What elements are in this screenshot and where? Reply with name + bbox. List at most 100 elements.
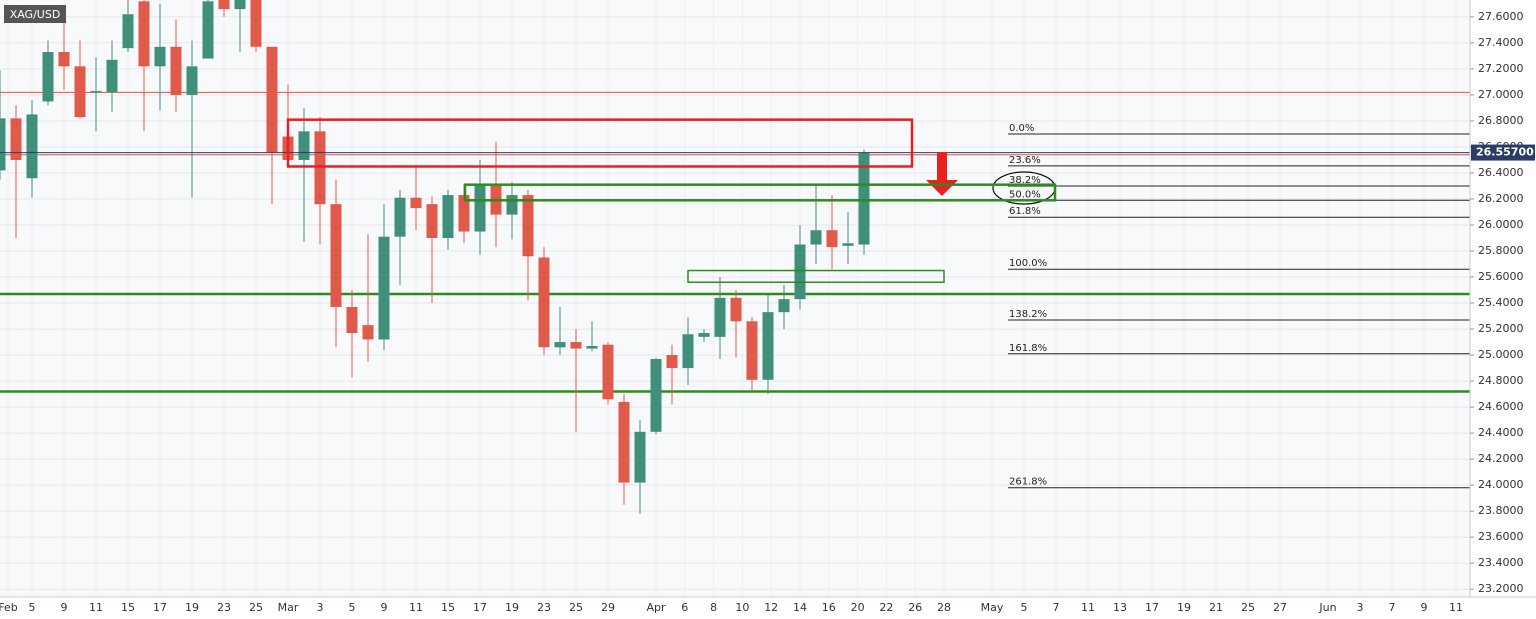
candle-body — [730, 297, 742, 322]
fib-label: 61.8% — [1009, 206, 1041, 217]
x-tick-label: 16 — [822, 601, 836, 614]
y-tick-label: 24.8000 — [1478, 374, 1524, 387]
candle-body — [0, 118, 6, 171]
x-tick-label: 11 — [89, 601, 103, 614]
candle-body — [666, 355, 678, 369]
x-tick-label: 19 — [185, 601, 199, 614]
fib-label: 50.0% — [1009, 189, 1041, 200]
y-tick-label: 27.2000 — [1478, 62, 1524, 75]
fib-label: 261.8% — [1009, 477, 1047, 488]
x-tick-label: 17 — [153, 601, 167, 614]
x-tick-label: 6 — [681, 601, 688, 614]
zone — [286, 118, 914, 168]
y-tick-label: 27.6000 — [1478, 10, 1524, 23]
candle-body — [554, 342, 566, 348]
last-price-tag — [1471, 144, 1535, 161]
candle-body — [122, 14, 134, 49]
candle-body — [266, 46, 278, 153]
candle-body — [570, 342, 582, 349]
candle-body — [650, 358, 662, 432]
symbol-title: XAG/USD — [10, 8, 61, 21]
candle-body — [106, 59, 118, 93]
symbol-badge — [4, 5, 66, 23]
candle-body — [458, 195, 470, 232]
candle-body — [762, 312, 774, 380]
candle-body — [138, 1, 150, 67]
fib-label: 138.2% — [1009, 309, 1047, 320]
candle-body — [362, 325, 374, 340]
candle-body — [842, 243, 854, 246]
candle-body — [586, 345, 598, 349]
candle-body — [442, 195, 454, 239]
y-tick-label: 24.6000 — [1478, 400, 1524, 413]
x-tick-label: 8 — [710, 601, 717, 614]
x-tick-label: 7 — [1389, 601, 1396, 614]
x-tick-label: 9 — [1421, 601, 1428, 614]
y-tick-label: 27.0000 — [1478, 88, 1524, 101]
candle-body — [682, 334, 694, 369]
x-tick-label: Apr — [646, 601, 666, 614]
candle-body — [26, 114, 38, 179]
x-tick-label: 5 — [1021, 601, 1028, 614]
x-tick-label: 22 — [879, 601, 893, 614]
x-tick-label: 3 — [317, 601, 324, 614]
x-tick-label: Jun — [1318, 601, 1336, 614]
x-tick-label: 11 — [409, 601, 423, 614]
y-tick-label: 26.4000 — [1478, 166, 1524, 179]
candle-body — [58, 52, 70, 67]
candle-body — [506, 195, 518, 215]
candle-body — [778, 299, 790, 313]
x-tick-label: 25 — [569, 601, 583, 614]
candle-body — [426, 204, 438, 239]
last-price-label: 26.55700 — [1476, 146, 1534, 159]
x-tick-label: 10 — [735, 601, 749, 614]
x-tick-label: 21 — [1209, 601, 1223, 614]
candle-body — [538, 257, 550, 348]
y-tick-label: 26.8000 — [1478, 114, 1524, 127]
y-tick-label: 26.2000 — [1478, 192, 1524, 205]
candle-body — [410, 197, 422, 209]
x-tick-label: 25 — [1241, 601, 1255, 614]
candle-body — [746, 321, 758, 380]
y-tick-label: 24.2000 — [1478, 452, 1524, 465]
candle-body — [314, 131, 326, 205]
x-tick-label: 17 — [1145, 601, 1159, 614]
x-tick-label: 26 — [908, 601, 922, 614]
candle-body — [474, 184, 486, 232]
x-tick-label: 9 — [61, 601, 68, 614]
x-tick-label: 28 — [937, 601, 951, 614]
y-tick-label: 23.4000 — [1478, 556, 1524, 569]
fib-label: 38.2% — [1009, 175, 1041, 186]
x-tick-label: 19 — [505, 601, 519, 614]
zone — [463, 183, 1057, 202]
x-tick-label: 15 — [441, 601, 455, 614]
x-tick-label: 12 — [764, 601, 778, 614]
candle-body — [202, 1, 214, 59]
candle-body — [394, 197, 406, 237]
candle-body — [826, 230, 838, 248]
x-tick-label: 23 — [537, 601, 551, 614]
y-tick-label: 26.0000 — [1478, 218, 1524, 231]
x-tick-label: 20 — [851, 601, 865, 614]
y-tick-label: 23.8000 — [1478, 504, 1524, 517]
x-tick-label: 25 — [249, 601, 263, 614]
y-tick-label: 27.4000 — [1478, 36, 1524, 49]
candle-body — [858, 152, 870, 245]
y-tick-label: 25.4000 — [1478, 296, 1524, 309]
candle-body — [234, 0, 246, 10]
plot — [0, 0, 1470, 514]
y-tick-label: 23.6000 — [1478, 530, 1524, 543]
candle-body — [250, 0, 262, 47]
x-tick-label: 5 — [29, 601, 36, 614]
candle-body — [346, 306, 358, 333]
x-tick-label: Feb — [0, 601, 18, 614]
fib-label: 161.8% — [1009, 343, 1047, 354]
candle-body — [10, 118, 22, 160]
zone — [687, 269, 945, 283]
candle-body — [42, 52, 54, 102]
x-tick-label: 27 — [1273, 601, 1287, 614]
candle-body — [154, 46, 166, 67]
candle-body — [522, 195, 534, 257]
x-tick-label: 23 — [217, 601, 231, 614]
